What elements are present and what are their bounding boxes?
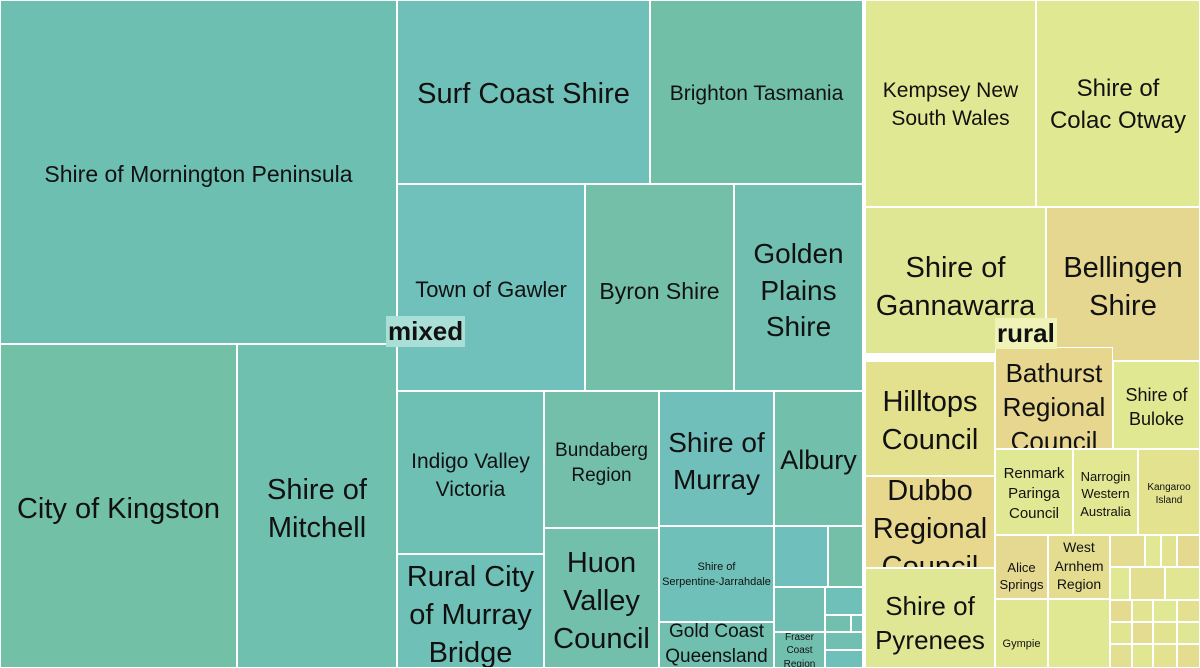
tile-label: Fraser Coast Region — [783, 632, 816, 668]
tile-city-of-kingston: City of Kingston — [0, 344, 237, 668]
tile-label: Shire of Buloke — [1125, 385, 1188, 429]
tile-mixed-19 — [774, 587, 825, 632]
tile-label: Surf Coast Shire — [417, 77, 630, 110]
tile-rural-18 — [1177, 535, 1200, 567]
tile-label: Byron Shire — [599, 277, 720, 304]
tile-rural-city-of-murray-bridge: Rural City of Murray Bridge — [397, 554, 544, 668]
tile-rural-30 — [1110, 644, 1132, 668]
tile-label: West Arnhem Region — [1054, 539, 1104, 593]
tile-label: Shire of Serpentine-Jarrahdale — [662, 561, 771, 588]
tile-golden-plains-shire: Golden Plains Shire — [734, 184, 863, 391]
tile-label: Shire of Mornington Peninsula — [44, 160, 353, 187]
tile-surf-coast-shire: Surf Coast Shire — [397, 0, 650, 184]
tile-label: Bathurst Regional Council — [1002, 357, 1106, 449]
tile-rural-16 — [1145, 535, 1161, 567]
tile-label: Shire of Colac Otway — [1049, 75, 1187, 134]
tile-mixed-20 — [825, 587, 863, 615]
tile-label: Indigo Valley Victoria — [411, 450, 530, 501]
tile-albury: Albury — [774, 391, 863, 526]
tile-label: City of Kingston — [16, 492, 221, 525]
tile-label: Town of Gawler — [415, 277, 567, 303]
tile-mixed-18 — [828, 526, 863, 587]
tile-rural-23 — [1132, 600, 1153, 622]
tile-label: Gympie — [1002, 637, 1041, 650]
tile-label: Hilltops Council — [881, 385, 979, 456]
tile-shire-of-pyrenees: Shire of Pyrenees — [865, 568, 995, 668]
tile-label: Albury — [780, 445, 857, 476]
tile-rural-28 — [1153, 622, 1177, 644]
tile-label: Shire of Pyrenees — [875, 590, 985, 655]
tile-rural-27 — [1132, 622, 1153, 644]
tile-mixed-22 — [851, 615, 863, 632]
tile-rural-17 — [1161, 535, 1177, 567]
tile-label: Renmark Paringa Council — [1003, 465, 1065, 522]
tile-rural-26 — [1110, 622, 1132, 644]
tile-label: Shire of Gannawarra — [875, 251, 1036, 322]
tile-label: Huon Valley Council — [553, 546, 650, 656]
tile-renmark-paringa-council: Renmark Paringa Council — [995, 449, 1073, 535]
tile-alice-springs: Alice Springs — [995, 535, 1048, 599]
tile-mixed-21 — [825, 615, 851, 632]
tile-mixed-23 — [825, 632, 863, 650]
tile-label: Kangaroo Island — [1147, 481, 1191, 506]
tile-rural-21 — [1165, 567, 1200, 600]
tile-label: Shire of Murray — [668, 427, 765, 495]
tile-shire-of-murray: Shire of Murray — [659, 391, 774, 526]
tile-town-of-gawler: Town of Gawler — [397, 184, 585, 391]
tile-rural-29 — [1177, 622, 1200, 644]
tile-dubbo-regional-council: Dubbo Regional Council — [865, 476, 995, 568]
tile-rural-25 — [1177, 600, 1200, 622]
tile-rural-32 — [1153, 644, 1177, 668]
tile-rural-24 — [1153, 600, 1177, 622]
tile-kempsey-new-south-wales: Kempsey New South Wales — [865, 0, 1036, 207]
tile-label: Kempsey New South Wales — [882, 79, 1019, 130]
tile-shire-of-buloke: Shire of Buloke — [1113, 361, 1200, 449]
tile-mixed-17 — [774, 526, 828, 587]
tile-gympie: Gympie — [995, 599, 1048, 668]
tile-shire-of-colac-otway: Shire of Colac Otway — [1036, 0, 1200, 207]
tile-label: Narrogin Western Australia — [1080, 469, 1131, 519]
tile-shire-of-serpentine-jarrahdale: Shire of Serpentine-Jarrahdale — [659, 526, 774, 622]
tile-bundaberg-region: Bundaberg Region — [544, 391, 659, 528]
tile-west-arnhem-region: West Arnhem Region — [1048, 535, 1110, 599]
tile-label: Dubbo Regional Council — [872, 476, 988, 568]
tile-hilltops-council: Hilltops Council — [865, 361, 995, 476]
tile-mixed-24 — [825, 650, 863, 668]
tile-label: Rural City of Murray Bridge — [406, 560, 535, 668]
tile-rural-22 — [1110, 600, 1132, 622]
tile-label: Bellingen Shire — [1063, 251, 1183, 322]
tile-byron-shire: Byron Shire — [585, 184, 734, 391]
tile-bathurst-regional-council: Bathurst Regional Council — [995, 347, 1113, 449]
tile-label: Brighton Tasmania — [669, 82, 844, 106]
tile-bellingen-shire: Bellingen Shire — [1046, 207, 1200, 361]
tile-rural-33 — [1177, 644, 1200, 668]
tile-rural-20 — [1130, 567, 1165, 600]
tile-rural-34 — [1048, 599, 1110, 668]
tile-indigo-valley-victoria: Indigo Valley Victoria — [397, 391, 544, 554]
tile-huon-valley-council: Huon Valley Council — [544, 528, 659, 668]
tile-brighton-tasmania: Brighton Tasmania — [650, 0, 863, 184]
tile-shire-of-mornington-peninsula: Shire of Mornington Peninsula — [0, 0, 397, 344]
tile-fraser-coast-region: Fraser Coast Region — [774, 632, 825, 668]
tile-shire-of-mitchell: Shire of Mitchell — [237, 344, 397, 668]
tile-rural-31 — [1132, 644, 1153, 668]
tile-gold-coast-queensland: Gold Coast Queensland — [659, 622, 774, 668]
tile-label: Golden Plains Shire — [753, 237, 844, 343]
tile-label: Alice Springs — [999, 559, 1044, 592]
tile-kangaroo-island: Kangaroo Island — [1138, 449, 1200, 535]
tile-narrogin-western-australia: Narrogin Western Australia — [1073, 449, 1138, 535]
tile-label: Shire of Mitchell — [267, 473, 367, 544]
tile-label: Bundaberg Region — [555, 439, 648, 486]
tile-shire-of-gannawarra: Shire of Gannawarra — [865, 207, 1046, 354]
tile-label: Gold Coast Queensland — [665, 622, 768, 667]
tile-rural-15 — [1110, 535, 1145, 567]
tile-rural-19 — [1110, 567, 1130, 600]
